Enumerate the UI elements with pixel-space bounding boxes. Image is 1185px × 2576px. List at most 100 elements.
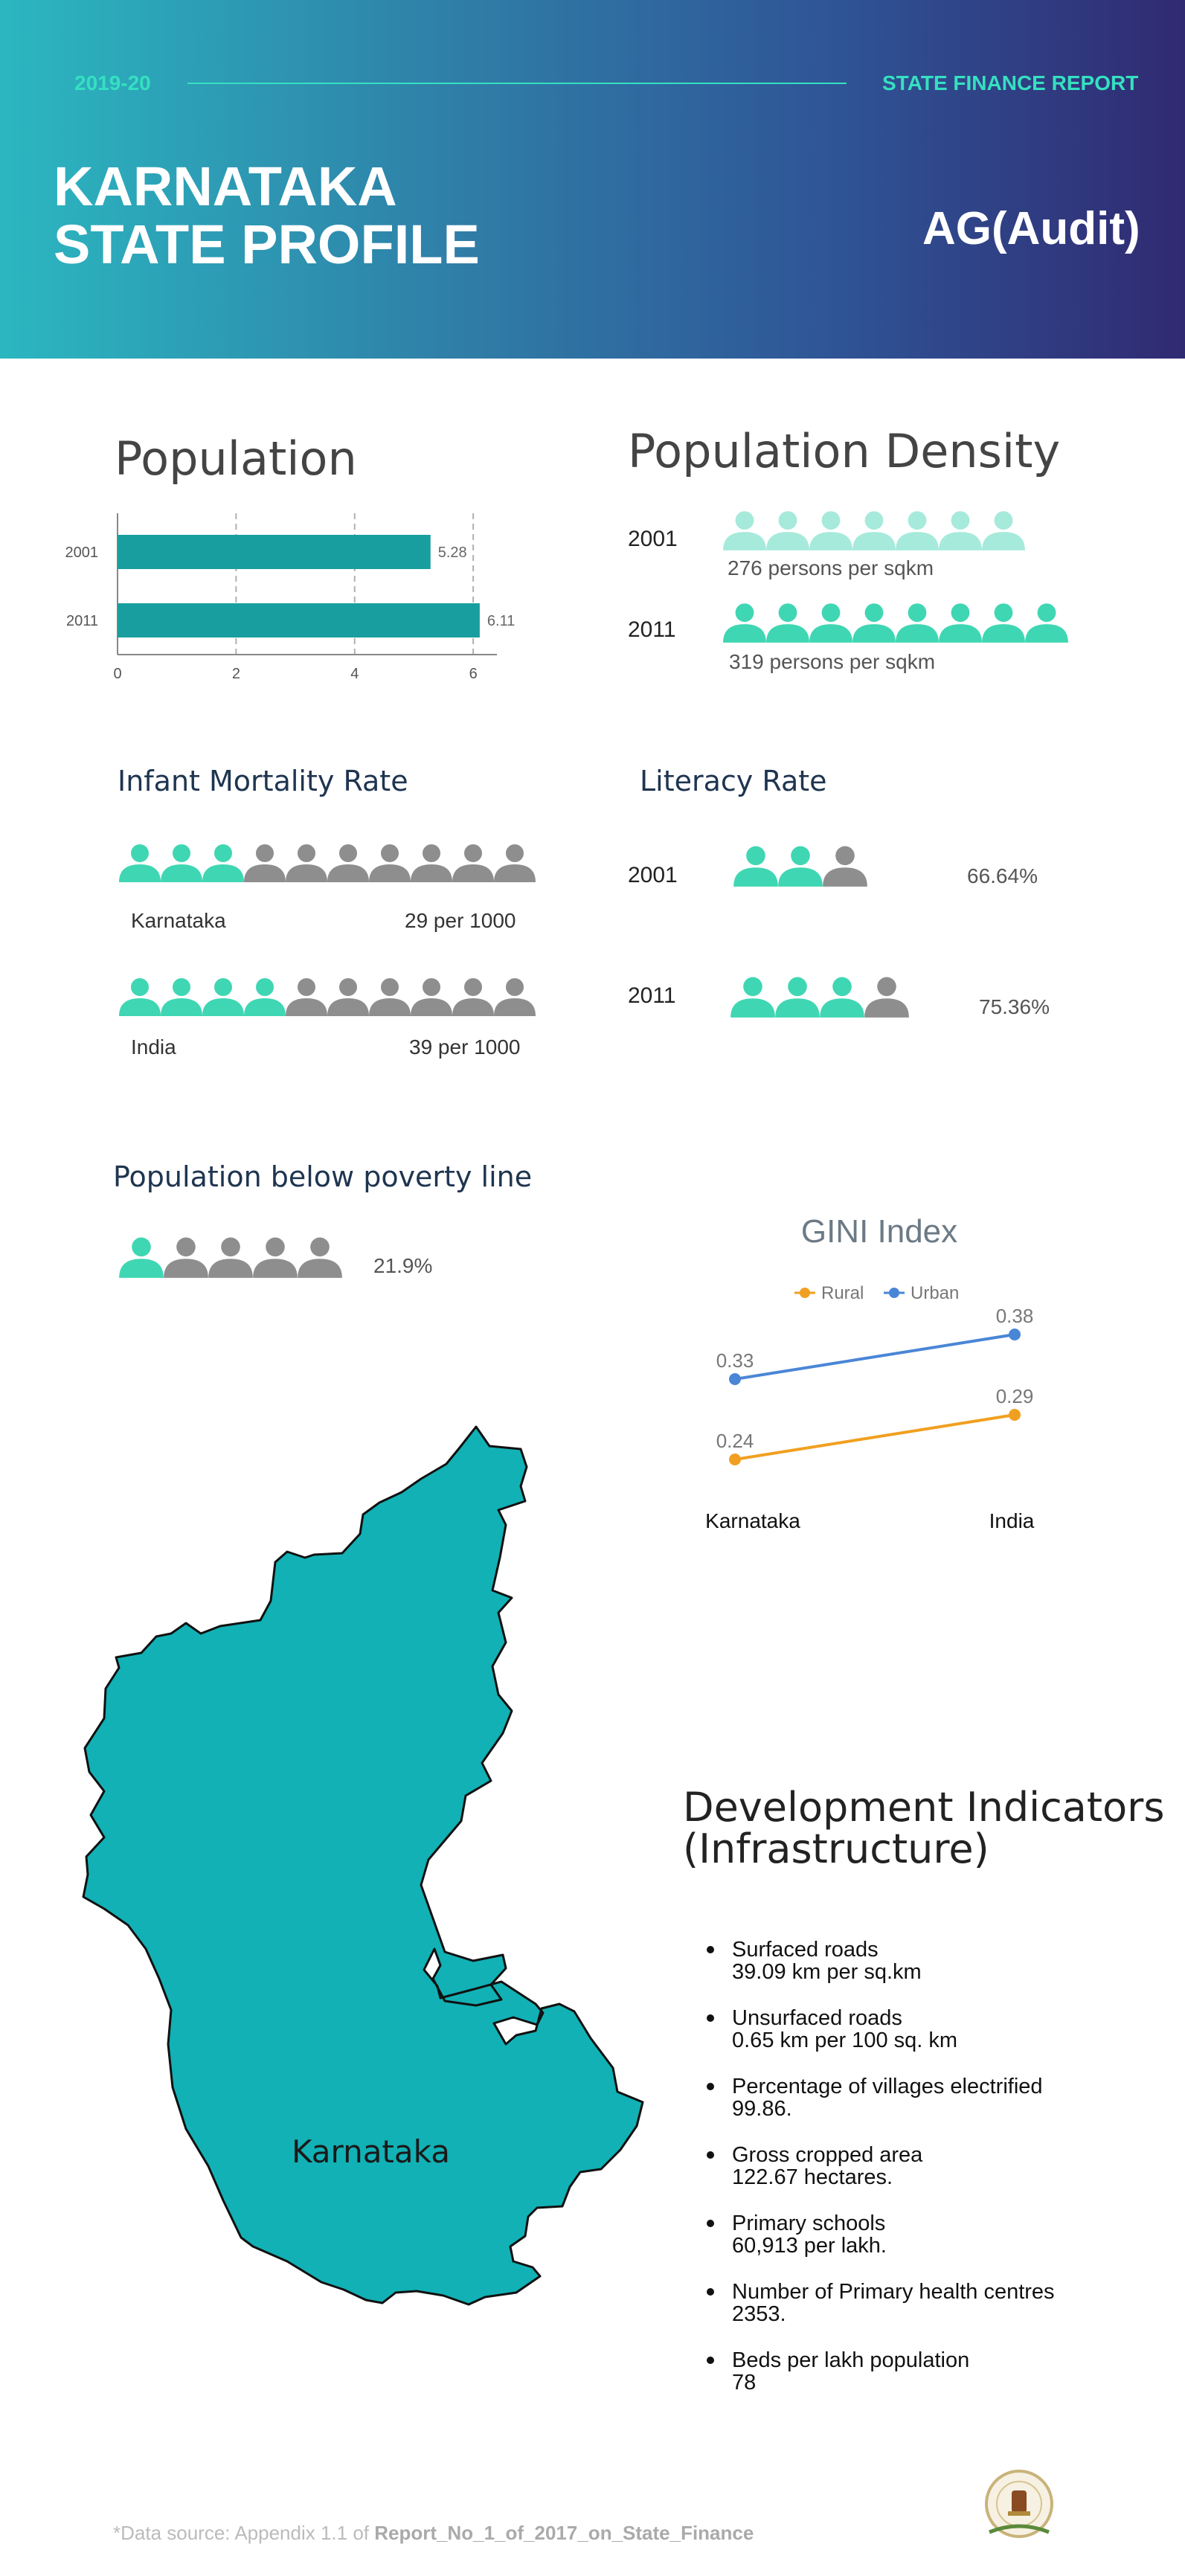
x-category-label: India bbox=[989, 1509, 1035, 1532]
person-icon bbox=[253, 1237, 298, 1278]
person-icon bbox=[809, 603, 852, 643]
person-icon bbox=[119, 844, 161, 882]
development-item-value: 2353. bbox=[732, 2302, 786, 2326]
person-icon bbox=[286, 844, 327, 882]
development-item-name: Primary schools bbox=[732, 2212, 886, 2235]
data-label: 0.24 bbox=[716, 1430, 754, 1452]
data-point bbox=[1009, 1329, 1021, 1340]
person-icon bbox=[896, 603, 939, 643]
infant-value-india: 39 per 1000 bbox=[409, 1035, 521, 1059]
density-caption-2001: 276 persons per sqkm bbox=[728, 556, 934, 579]
person-icon bbox=[244, 844, 286, 882]
development-title-line1: Development Indicators bbox=[683, 1784, 1165, 1831]
literacy-icons-2001 bbox=[732, 841, 867, 888]
legend-item: Urban bbox=[884, 1283, 959, 1303]
report-year: 2019-20 bbox=[74, 71, 151, 94]
data-label: 5.28 bbox=[438, 545, 467, 561]
series-line bbox=[734, 1333, 1015, 1381]
development-item: Unsurfaced roads 0.65 km per 100 sq. km bbox=[699, 2007, 1160, 2052]
literacy-icons-2011 bbox=[729, 971, 909, 1019]
x-tick-label: 4 bbox=[350, 666, 359, 682]
poverty-value: 21.9% bbox=[373, 1254, 433, 1277]
development-item-value: 0.65 km per 100 sq. km bbox=[732, 2029, 958, 2052]
poverty-title: Population below poverty line bbox=[113, 1160, 533, 1193]
person-icon bbox=[452, 844, 494, 882]
bar bbox=[118, 603, 480, 637]
person-icon bbox=[852, 603, 896, 643]
person-icon bbox=[208, 1237, 253, 1278]
person-icon bbox=[733, 846, 778, 887]
development-item: Surfaced roads 39.09 km per sq.km bbox=[699, 1939, 1160, 1983]
density-year-2001: 2001 bbox=[628, 527, 678, 551]
development-item-value: 78 bbox=[732, 2371, 757, 2394]
data-point bbox=[1009, 1409, 1021, 1421]
person-icon bbox=[766, 511, 809, 550]
legend-item: Rural bbox=[794, 1283, 864, 1303]
data-label: 0.33 bbox=[716, 1349, 754, 1372]
data-source-link[interactable]: Report_No_1_of_2017_on_State_Finance bbox=[374, 2522, 754, 2544]
development-item-name: Percentage of villages electrified bbox=[732, 2075, 1043, 2098]
development-list: Surfaced roads 39.09 km per sq.km Unsurfac… bbox=[699, 1939, 1160, 2418]
literacy-year-2001: 2001 bbox=[628, 863, 678, 887]
person-icon bbox=[864, 977, 909, 1018]
emblem-logo bbox=[985, 2470, 1053, 2538]
person-icon bbox=[982, 511, 1025, 550]
development-item-name: Surfaced roads bbox=[732, 1938, 879, 1962]
development-item-value: 122.67 hectares. bbox=[732, 2165, 893, 2189]
header-banner bbox=[0, 0, 1185, 359]
data-point bbox=[729, 1373, 741, 1385]
development-item: Beds per lakh population 78 bbox=[699, 2349, 1160, 2394]
person-icon bbox=[852, 511, 896, 550]
population-title: Population bbox=[115, 431, 357, 486]
person-icon bbox=[286, 978, 327, 1016]
density-icons-2011 bbox=[722, 598, 1068, 644]
person-icon bbox=[119, 1237, 164, 1278]
development-item-value: 99.86. bbox=[732, 2097, 792, 2121]
person-icon bbox=[369, 978, 411, 1016]
person-icon bbox=[775, 977, 820, 1018]
person-icon bbox=[723, 511, 766, 550]
legend-label: Urban bbox=[911, 1283, 959, 1303]
gini-line-chart: GINI Index Rural Urban 0.24 0.29 0.33 0.38 Karn… bbox=[705, 1213, 1035, 1532]
person-icon bbox=[778, 846, 823, 887]
person-icon bbox=[452, 978, 494, 1016]
person-icon bbox=[823, 846, 867, 887]
karnataka-map-shape bbox=[82, 1425, 644, 2306]
development-item-value: 39.09 km per sq.km bbox=[732, 1960, 922, 1984]
literacy-title: Literacy Rate bbox=[640, 765, 827, 797]
y-tick-label: 2011 bbox=[66, 613, 98, 629]
legend-marker bbox=[889, 1288, 899, 1298]
person-icon bbox=[820, 977, 864, 1018]
development-title: Development Indicators (Infrastructure) bbox=[683, 1787, 1164, 1870]
page-title-line2: STATE PROFILE bbox=[54, 213, 480, 275]
person-icon bbox=[494, 978, 536, 1016]
data-point bbox=[729, 1454, 741, 1465]
person-icon bbox=[723, 603, 766, 643]
infant-mortality-title: Infant Mortality Rate bbox=[118, 765, 408, 797]
density-caption-2011: 319 persons per sqkm bbox=[729, 650, 936, 673]
page-title: KARNATAKA STATE PROFILE bbox=[54, 158, 480, 274]
development-item: Primary schools 60,913 per lakh. bbox=[699, 2212, 1160, 2257]
population-bar-chart: 0 2 4 6 2001 5.28 2011 6.11 bbox=[65, 513, 515, 682]
x-tick-label: 0 bbox=[113, 666, 121, 682]
development-item-name: Beds per lakh population bbox=[732, 2348, 970, 2372]
person-icon bbox=[161, 978, 202, 1016]
person-icon bbox=[809, 511, 852, 550]
development-item-name: Unsurfaced roads bbox=[732, 2006, 902, 2030]
map-label: Karnataka bbox=[292, 2133, 450, 2170]
literacy-year-2011: 2011 bbox=[628, 983, 676, 1008]
person-icon bbox=[202, 844, 244, 882]
x-category-label: Karnataka bbox=[705, 1509, 800, 1532]
person-icon bbox=[494, 844, 536, 882]
header-divider bbox=[187, 83, 847, 84]
data-label: 0.29 bbox=[996, 1385, 1034, 1407]
person-icon bbox=[161, 844, 202, 882]
data-label: 6.11 bbox=[487, 613, 515, 629]
person-icon bbox=[896, 511, 939, 550]
person-icon bbox=[327, 978, 369, 1016]
person-icon bbox=[730, 977, 775, 1018]
x-tick-label: 2 bbox=[232, 666, 240, 682]
person-icon bbox=[411, 978, 452, 1016]
density-title: Population Density bbox=[628, 424, 1061, 478]
infant-region-india: India bbox=[131, 1035, 176, 1059]
